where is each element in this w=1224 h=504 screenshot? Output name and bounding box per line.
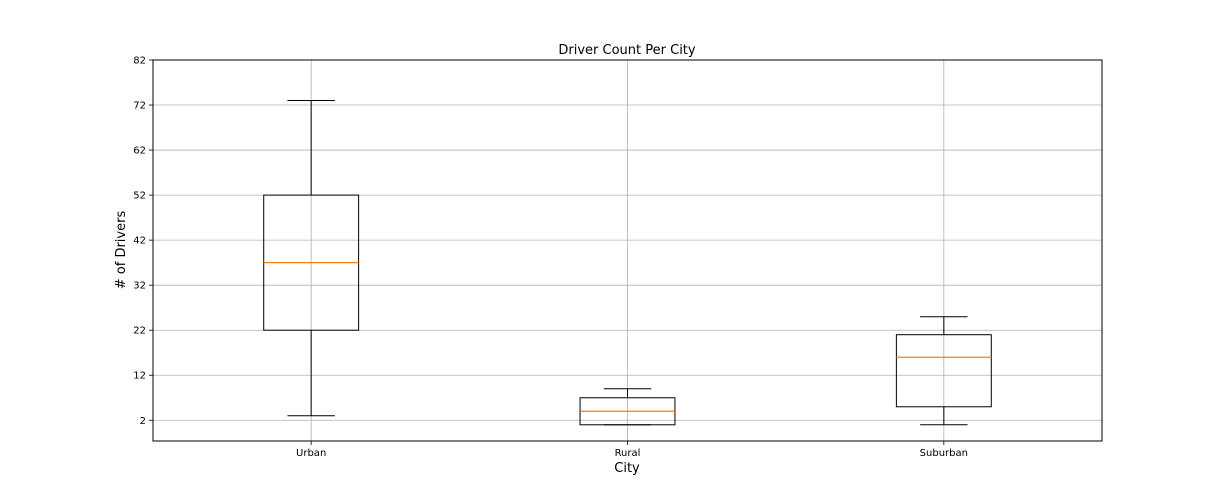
x-axis-label: City [614, 461, 640, 476]
y-tick-label: 62 [133, 146, 146, 157]
chart-title: Driver Count Per City [558, 43, 696, 58]
y-tick-label: 12 [133, 371, 146, 382]
box-urban [263, 100, 360, 417]
y-tick-label: 22 [133, 326, 146, 337]
y-tick-label: 42 [133, 236, 146, 247]
y-axis-label: # of Drivers [114, 211, 129, 290]
y-tick-label: 2 [140, 416, 146, 427]
x-tick-label: Suburban [920, 448, 968, 459]
x-axis-ticks: Urban Rural Suburban [296, 441, 968, 459]
y-axis-ticks: 2 12 22 32 42 52 62 72 82 [133, 56, 153, 427]
iqr-box [895, 334, 992, 408]
boxes [263, 100, 992, 426]
box-suburban [895, 316, 992, 426]
box-rural [579, 388, 676, 426]
x-tick-label: Rural [615, 448, 641, 459]
y-tick-label: 72 [133, 101, 146, 112]
x-tick-label: Urban [296, 448, 326, 459]
y-tick-label: 52 [133, 191, 146, 202]
y-tick-label: 82 [133, 56, 146, 67]
y-tick-label: 32 [133, 281, 146, 292]
